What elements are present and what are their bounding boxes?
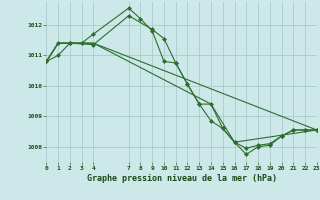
X-axis label: Graphe pression niveau de la mer (hPa): Graphe pression niveau de la mer (hPa) bbox=[87, 174, 276, 183]
